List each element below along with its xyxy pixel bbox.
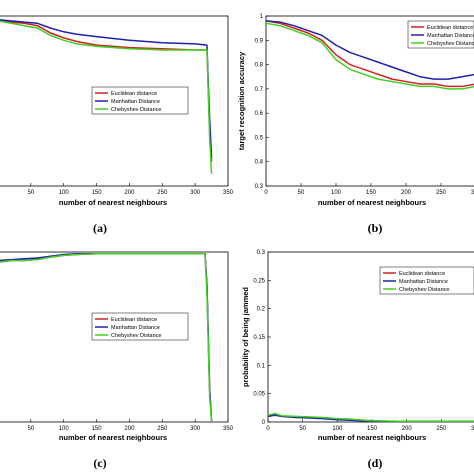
y-ticks-b: 0.3 0.4 0.5 0.6 0.7 0.8 0.9 1 [255,14,269,190]
series-lines-d [268,412,474,422]
x-tick-label: 100 [59,190,70,196]
y-tick-label: 0.25 [253,278,265,284]
x-tick-label: 50 [299,426,306,432]
y-tick-label: 0.7 [255,87,264,93]
series-lines-a [0,19,213,174]
y-axis-label-d: probability of being jammed [241,287,250,387]
x-tick-label: 50 [28,426,35,432]
x-tick-label: 50 [28,190,35,196]
x-tick-label: 250 [157,190,168,196]
series-line-3 [268,412,474,422]
y-tick-label: 0 [262,420,266,426]
legend-d: Euclidean distance Manhattan Distance Cheb… [379,266,474,295]
series-lines-c [0,252,213,422]
x-axis-label-a: number of nearest neighbours [59,198,167,207]
legend-c: Euclidean distance Manhattan Distance Cheb… [91,312,189,341]
y-tick-label: 0.6 [255,111,264,117]
x-tick-label: 100 [59,426,70,432]
legend-label-1: Euclidean distance [427,25,473,31]
legend-b: Euclidean distance Manhattan Distance Cheb… [407,20,474,49]
panel-c: 50 100 150 200 250 300 350 number of nearest n… [0,251,234,470]
x-tick-label: 0 [264,190,268,196]
x-ticks-d: 0 50 100 150 200 250 300 [266,419,474,432]
x-axis-label-b: number of nearest neighbours [318,198,426,207]
legend-label-3: Chebyshev Distance [111,107,161,113]
y-tick-label: 0.3 [257,250,266,256]
y-tick-label: 0.2 [257,307,266,313]
x-tick-label: 150 [92,190,103,196]
y-tick-label: 0.5 [255,135,264,141]
x-ticks-c: 50 100 150 200 250 300 350 [28,419,234,432]
y-tick-label: 0.4 [255,160,264,166]
x-axis-label-c: number of nearest neighbours [59,433,167,442]
y-tick-label: 0.9 [255,38,264,44]
legend-label-2: Manhattan Distance [427,33,474,39]
y-tick-label: 0.1 [257,363,266,369]
legend-label-1: Euclidean distance [111,317,157,323]
x-axis-label-d: number of nearest neighbours [318,433,426,442]
series-line-1 [266,20,474,88]
y-ticks-d: 0 0.05 0.1 0.15 0.2 0.25 0.3 [253,250,271,426]
x-tick-label: 300 [190,426,201,432]
x-ticks-a: 50 100 150 200 250 300 350 [28,183,234,196]
panel-d: 0 50 100 150 200 250 300 0 0.05 0.1 0.15 0.2 0.25 0.… [241,250,474,470]
x-tick-label: 100 [332,426,343,432]
x-ticks-b: 0 50 100 150 200 250 300 [264,183,474,196]
y-tick-label: 0.3 [255,184,264,190]
x-tick-label: 150 [366,190,377,196]
x-tick-label: 300 [190,190,201,196]
x-tick-label: 200 [124,190,135,196]
series-line-3 [266,22,474,90]
series-line-3 [0,20,213,174]
x-tick-label: 250 [436,190,447,196]
series-line-3 [0,252,213,422]
x-tick-label: 0 [266,426,270,432]
legend-a: Euclidean distance Manhattan Distance Cheb… [91,86,189,115]
x-tick-label: 350 [223,190,234,196]
x-tick-label: 150 [92,426,103,432]
legend-label-3: Chebyshev Distance [427,41,474,47]
panel-label-a: (a) [93,221,107,235]
y-axis-label-b: target recognition accuracy [237,51,246,150]
x-tick-label: 200 [124,426,135,432]
legend-label-1: Euclidean distance [111,91,157,97]
x-tick-label: 200 [402,426,413,432]
legend-label-1: Euclidean distance [399,271,445,277]
x-tick-label: 150 [367,426,378,432]
panel-b: 0 50 100 150 200 250 300 0.3 0.4 0.5 0.6 0.7 0.8 0.9… [237,14,474,235]
panel-a: 50 100 150 200 250 300 350 number of nearest n… [0,15,234,235]
x-tick-label: 250 [436,426,447,432]
legend-label-2: Manhattan Distance [111,325,160,331]
legend-label-3: Chebyshev Distance [111,333,161,339]
series-line-2 [266,20,474,80]
legend-label-3: Chebyshev Distance [399,287,449,293]
series-lines-b [266,20,474,90]
y-tick-label: 0.15 [253,335,265,341]
panel-label-d: (d) [368,456,383,470]
x-tick-label: 300 [471,426,474,432]
panel-label-b: (b) [368,221,383,235]
x-tick-label: 350 [223,426,234,432]
x-tick-label: 300 [471,190,474,196]
y-tick-label: 0.8 [255,63,264,69]
y-tick-label: 1 [260,14,264,20]
y-tick-label: 0.05 [253,392,265,398]
legend-label-2: Manhattan Distance [399,279,448,285]
x-tick-label: 250 [157,426,168,432]
x-tick-label: 50 [298,190,305,196]
x-tick-label: 100 [331,190,342,196]
legend-label-2: Manhattan Distance [111,99,160,105]
x-tick-label: 200 [401,190,412,196]
panel-label-c: (c) [93,456,106,470]
